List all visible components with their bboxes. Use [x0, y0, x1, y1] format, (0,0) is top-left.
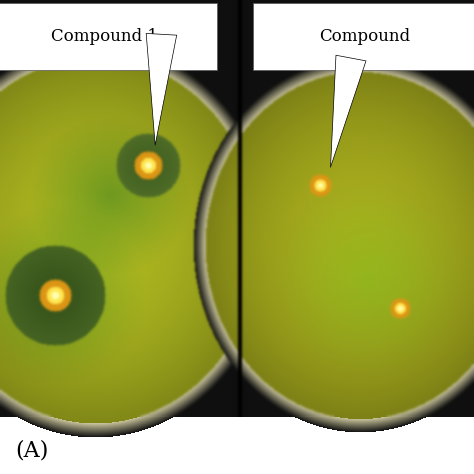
Text: Compound: Compound — [319, 28, 410, 45]
Text: (A): (A) — [15, 440, 48, 462]
FancyBboxPatch shape — [0, 3, 217, 70]
Text: Compound 1: Compound 1 — [52, 28, 158, 45]
FancyBboxPatch shape — [253, 3, 474, 70]
